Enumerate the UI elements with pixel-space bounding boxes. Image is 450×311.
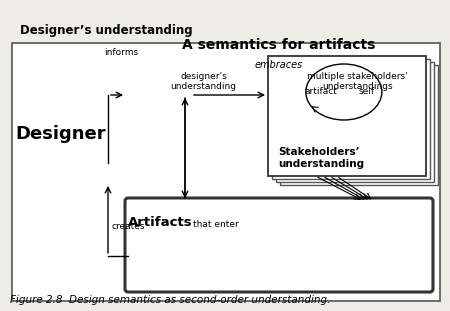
Bar — [12, 43, 440, 301]
Text: Artifacts: Artifacts — [128, 216, 193, 229]
Text: embraces: embraces — [255, 60, 303, 70]
Text: that enter: that enter — [193, 220, 239, 229]
Text: Stakeholders’
understanding: Stakeholders’ understanding — [278, 147, 364, 169]
Bar — [272, 59, 430, 179]
Bar — [268, 56, 426, 176]
Text: creates: creates — [112, 222, 145, 231]
Text: designer’s
understanding: designer’s understanding — [171, 72, 237, 91]
Text: multiple stakeholders’
understandings: multiple stakeholders’ understandings — [307, 72, 408, 91]
Text: informs: informs — [104, 48, 138, 57]
Text: Designer: Designer — [15, 125, 106, 143]
Text: Figure 2.8  Design semantics as second-order understanding.: Figure 2.8 Design semantics as second-or… — [10, 295, 330, 305]
Text: artifact: artifact — [305, 87, 338, 96]
Text: Designer’s understanding: Designer’s understanding — [20, 24, 193, 37]
Bar — [276, 62, 434, 182]
Text: A semantics for artifacts: A semantics for artifacts — [182, 38, 376, 52]
Bar — [280, 65, 438, 185]
Text: self: self — [359, 87, 375, 96]
FancyBboxPatch shape — [125, 198, 433, 292]
